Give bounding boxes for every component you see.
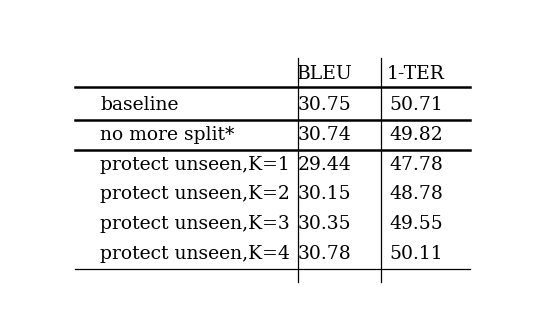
Text: 50.11: 50.11: [389, 245, 443, 263]
Text: protect unseen,K=3: protect unseen,K=3: [100, 215, 290, 233]
Text: 49.82: 49.82: [389, 126, 443, 144]
Text: 1-TER: 1-TER: [387, 65, 445, 83]
Text: 30.15: 30.15: [297, 185, 352, 203]
Text: protect unseen,K=2: protect unseen,K=2: [100, 185, 290, 203]
Text: BLEU: BLEU: [296, 65, 353, 83]
Text: 29.44: 29.44: [297, 156, 352, 173]
Text: 30.74: 30.74: [297, 126, 352, 144]
Text: 50.71: 50.71: [389, 96, 443, 114]
Text: protect unseen,K=1: protect unseen,K=1: [100, 156, 290, 173]
Text: baseline: baseline: [100, 96, 178, 114]
Text: 30.78: 30.78: [297, 245, 352, 263]
Text: 49.55: 49.55: [389, 215, 443, 233]
Text: 30.75: 30.75: [297, 96, 352, 114]
Text: 47.78: 47.78: [389, 156, 443, 173]
Text: protect unseen,K=4: protect unseen,K=4: [100, 245, 290, 263]
Text: 30.35: 30.35: [297, 215, 352, 233]
Text: no more split*: no more split*: [100, 126, 235, 144]
Text: 48.78: 48.78: [389, 185, 443, 203]
